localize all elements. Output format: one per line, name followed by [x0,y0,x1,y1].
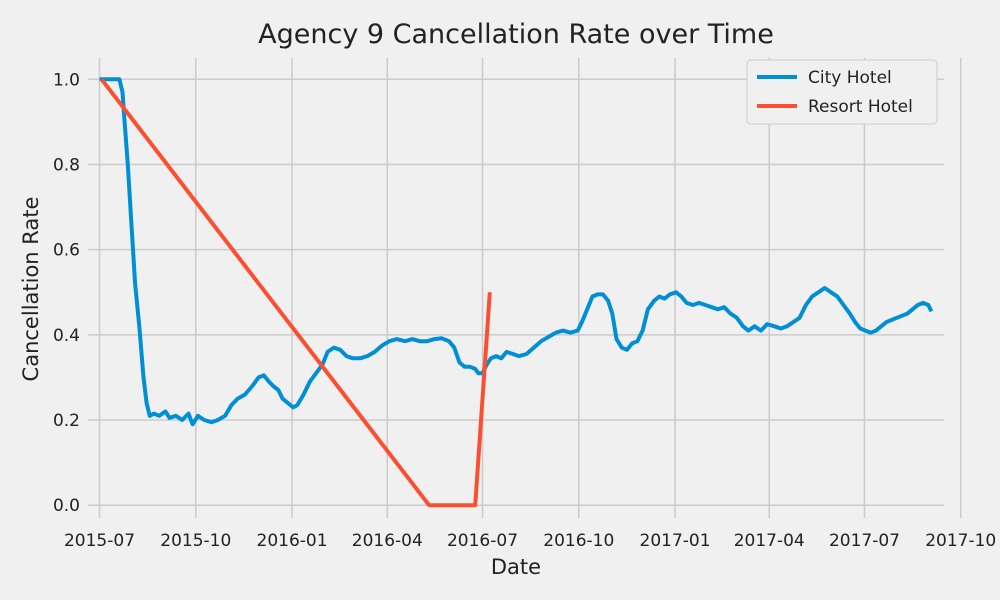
x-tick-label: 2017-10 [925,531,996,551]
x-tick-label: 2016-10 [543,531,614,551]
x-tick-label: 2016-04 [352,531,423,551]
y-tick-label: 0.0 [53,496,80,516]
x-tick-label: 2016-01 [257,531,328,551]
y-axis-label: Cancellation Rate [19,197,43,382]
series-lines [99,77,934,508]
y-tick-label: 0.6 [53,241,80,261]
y-tick-label: 0.4 [53,326,80,346]
x-tick-label: 2015-07 [64,531,135,551]
x-axis-label: Date [491,555,541,579]
legend-label-resort-hotel: Resort Hotel [808,97,913,117]
series-line-resort-hotel [100,78,492,508]
tick-labels: 0.0 0.2 0.4 0.6 0.8 1.0 2015-07 2015-10 2016-01 2… [53,70,996,551]
x-tick-label: 2017-04 [734,531,805,551]
y-tick-label: 0.8 [53,155,80,175]
legend: City Hotel Resort Hotel [746,59,938,125]
y-tick-label: 1.0 [53,70,80,90]
x-tick-label: 2015-10 [160,531,231,551]
grid [88,58,962,518]
series-line-city-hotel [99,77,934,427]
legend-label-city-hotel: City Hotel [808,68,892,88]
x-tick-label: 2017-07 [829,531,900,551]
chart-title: Agency 9 Cancellation Rate over Time [258,19,774,50]
y-tick-label: 0.2 [53,411,80,431]
x-tick-label: 2017-01 [640,531,711,551]
x-tick-label: 2016-07 [447,531,518,551]
